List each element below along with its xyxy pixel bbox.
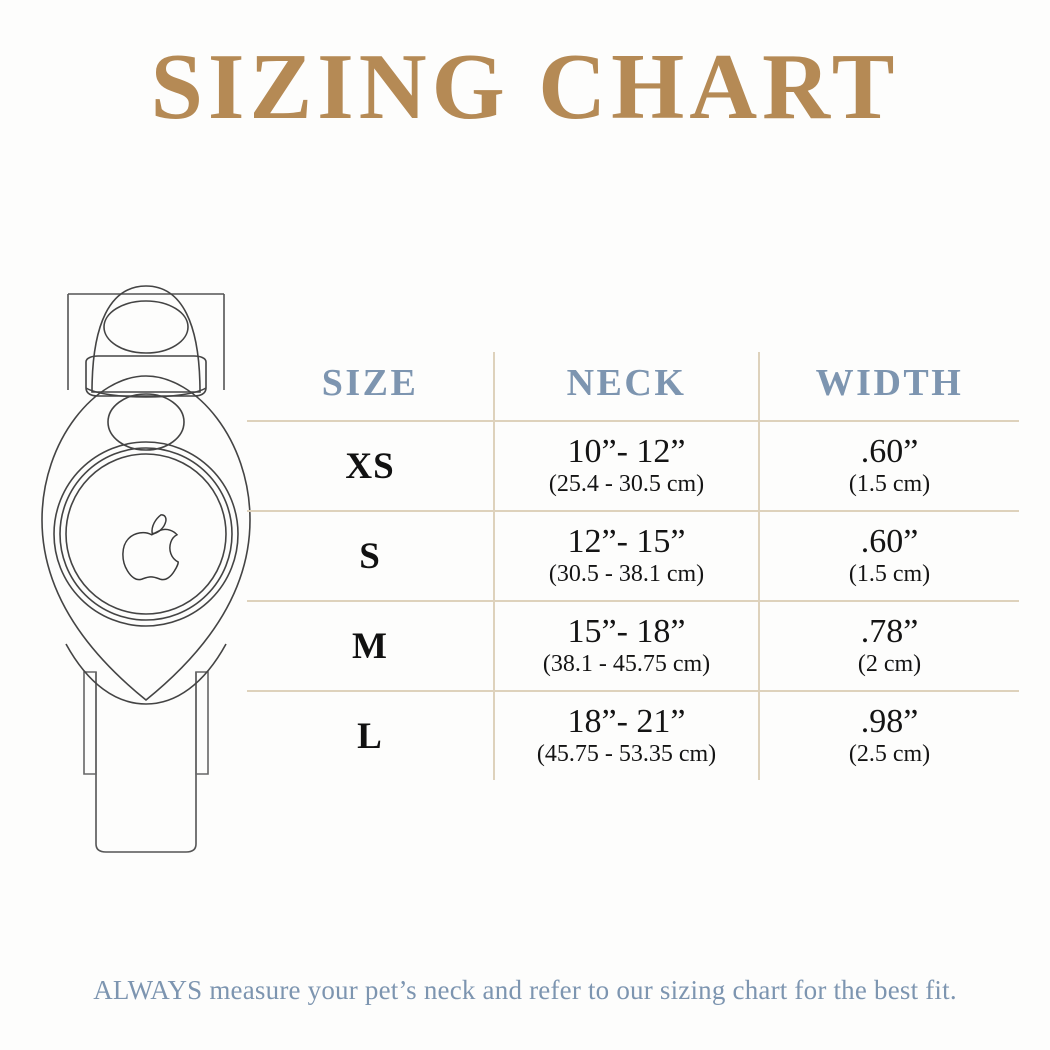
cell-size: XS [247,421,494,512]
strap-loop-outer [91,285,201,393]
footer-note: ALWAYS measure your pet’s neck and refer… [93,975,957,1005]
airtag-holder-drawing [41,285,251,853]
width-inches: .60” [860,432,919,470]
width-inches: .78” [860,612,919,650]
collar-keeper-left [83,671,97,775]
cell-neck: 12”- 15” (30.5 - 38.1 cm) [493,511,759,602]
table-row: M 15”- 18” (38.1 - 45.75 cm) .78” (2 cm) [247,601,1019,692]
product-illustration [36,272,256,882]
cell-size: L [247,691,494,780]
cell-width: .98” (2.5 cm) [758,691,1019,780]
neck-inches: 15”- 18” [567,612,686,650]
table-row: L 18”- 21” (45.75 - 53.35 cm) .98” (2.5 … [247,691,1019,780]
cell-size: S [247,511,494,602]
cell-width: .78” (2 cm) [758,601,1019,692]
width-inches: .60” [860,522,919,560]
size-value: XS [345,445,395,487]
width-cm: (1.5 cm) [848,560,931,587]
cell-neck: 10”- 12” (25.4 - 30.5 cm) [493,421,759,512]
neck-cm: (30.5 - 38.1 cm) [548,560,705,587]
size-value: M [352,625,388,667]
size-table-container: SIZE NECK WIDTH XS 10”- 12” (25.4 - 30.5… [247,352,1019,787]
neck-inches: 10”- 12” [567,432,686,470]
strap-band-curve [85,387,207,398]
airtag-ring-inner [65,453,227,615]
collar-lower-sides [95,672,197,844]
width-cm: (1.5 cm) [848,470,931,497]
holder-bottom-curve [65,643,227,705]
column-header-size: SIZE [247,352,494,422]
table-row: S 12”- 15” (30.5 - 38.1 cm) .60” (1.5 cm… [247,511,1019,602]
column-header-width: WIDTH [758,352,1019,422]
cell-neck: 15”- 18” (38.1 - 45.75 cm) [493,601,759,692]
table-header-row: SIZE NECK WIDTH [247,352,1019,422]
size-value: S [359,535,381,577]
holder-top-hole [107,393,185,451]
apple-logo [122,514,179,581]
cell-width: .60” (1.5 cm) [758,421,1019,512]
airtag-ring-outer [53,441,239,627]
width-cm: (2.5 cm) [848,740,931,767]
cell-size: M [247,601,494,692]
neck-inches: 18”- 21” [567,702,686,740]
neck-cm: (25.4 - 30.5 cm) [548,470,705,497]
width-inches: .98” [860,702,919,740]
page-title: SIZING CHART [150,35,900,139]
size-table-header: SIZE NECK WIDTH [247,352,1019,422]
table-row: XS 10”- 12” (25.4 - 30.5 cm) .60” (1.5 c… [247,421,1019,512]
size-table: SIZE NECK WIDTH XS 10”- 12” (25.4 - 30.5… [247,352,1019,780]
neck-cm: (38.1 - 45.75 cm) [542,650,711,677]
cell-width: .60” (1.5 cm) [758,511,1019,602]
apple-body [122,528,179,581]
neck-cm: (45.75 - 53.35 cm) [536,740,717,767]
size-table-body: XS 10”- 12” (25.4 - 30.5 cm) .60” (1.5 c… [247,421,1019,780]
collar-keeper-right [195,671,209,775]
column-header-neck: NECK [493,352,759,422]
holder-body [41,375,251,702]
size-value: L [357,715,383,757]
cell-neck: 18”- 21” (45.75 - 53.35 cm) [493,691,759,780]
collar-upper-rect [67,293,225,390]
strap-loop-hole [103,300,189,354]
page-title-container: SIZING CHART [0,38,1050,137]
collar-lower-end [95,843,197,853]
width-cm: (2 cm) [857,650,922,677]
airtag-ring-mid [59,447,233,621]
neck-inches: 12”- 15” [567,522,686,560]
